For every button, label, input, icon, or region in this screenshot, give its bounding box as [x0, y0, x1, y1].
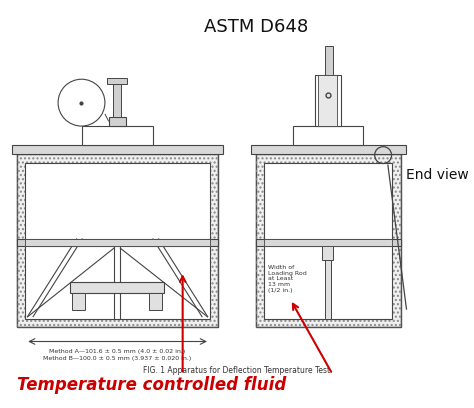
- Text: ASTM D648: ASTM D648: [204, 18, 308, 36]
- Bar: [319, 75, 337, 126]
- Text: Temperature controlled fluid: Temperature controlled fluid: [17, 376, 286, 394]
- Text: Method A—101.6 ± 0.5 mm (4.0 ± 0.02 in.): Method A—101.6 ± 0.5 mm (4.0 ± 0.02 in.): [49, 349, 185, 354]
- Bar: [325, 246, 331, 319]
- Bar: [322, 246, 334, 260]
- Text: Width of
Loading Rod
at Least
13 mm
(1/2 in.): Width of Loading Rod at Least 13 mm (1/2…: [268, 265, 307, 293]
- Bar: [251, 145, 406, 154]
- Bar: [315, 75, 341, 126]
- Bar: [70, 282, 164, 293]
- Bar: [17, 239, 218, 246]
- Bar: [25, 239, 210, 246]
- Bar: [293, 126, 364, 145]
- Bar: [325, 47, 333, 75]
- Bar: [107, 78, 128, 84]
- Bar: [113, 84, 121, 117]
- Text: Method B—100.0 ± 0.5 mm (3.937 ± 0.020 in.): Method B—100.0 ± 0.5 mm (3.937 ± 0.020 i…: [43, 357, 191, 361]
- Bar: [72, 293, 85, 310]
- Bar: [264, 162, 392, 319]
- Bar: [264, 239, 392, 246]
- Circle shape: [58, 79, 105, 126]
- Text: End view: End view: [406, 168, 468, 182]
- Bar: [17, 154, 218, 328]
- Bar: [256, 239, 401, 246]
- Bar: [149, 293, 162, 310]
- Bar: [82, 126, 153, 145]
- Bar: [256, 154, 401, 328]
- Bar: [25, 162, 210, 319]
- Bar: [17, 154, 218, 328]
- Bar: [109, 117, 126, 126]
- Bar: [256, 154, 401, 328]
- Bar: [12, 145, 223, 154]
- Text: FIG. 1 Apparatus for Deflection Temperature Test: FIG. 1 Apparatus for Deflection Temperat…: [144, 366, 330, 375]
